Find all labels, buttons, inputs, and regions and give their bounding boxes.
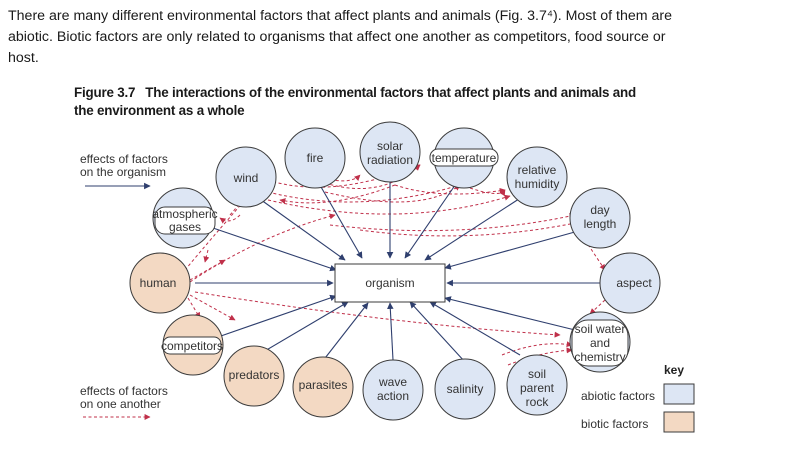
node-relative-humidity: relative humidity <box>506 146 568 208</box>
node-human-label: human <box>140 276 177 290</box>
node-day-label-2: length <box>584 217 617 231</box>
node-day-length: day length <box>569 187 631 249</box>
solid-arrow <box>444 229 583 270</box>
node-wind: wind <box>215 146 277 208</box>
solid-arrow <box>212 227 337 272</box>
node-parasites: parasites <box>292 356 354 418</box>
node-soil-parent-rock: soil parent rock <box>506 354 568 416</box>
node-soil-water-label-3: chemistry <box>574 350 625 364</box>
solid-arrows <box>85 177 600 363</box>
dashed-arrow <box>184 199 246 271</box>
node-competitors-label: competitors <box>161 339 223 353</box>
dashed-arrow <box>219 214 241 224</box>
node-soil-water-label-1: soil water <box>575 322 626 336</box>
dashed-arrow <box>279 184 396 204</box>
key-title: key <box>664 363 684 377</box>
node-human: human <box>129 252 191 314</box>
solid-arrow <box>256 196 346 261</box>
effects-on-organism-line-1: effects of factors <box>80 152 168 166</box>
dashed-arrow <box>203 249 210 263</box>
solid-arrow <box>387 302 394 361</box>
dashed-arrow <box>324 174 361 182</box>
node-atmos-label-2: gases <box>169 220 201 234</box>
node-predators: predators <box>223 345 285 407</box>
dashed-arrow <box>501 341 573 356</box>
node-parasites-label: parasites <box>299 378 348 392</box>
intro-line-3: host. <box>8 50 39 66</box>
node-fire: fire <box>284 127 346 189</box>
effects-on-one-another-legend: effects of factors on one another <box>80 384 168 411</box>
effects-on-organism-legend: effects of factors on the organism <box>80 152 168 179</box>
node-fire-label: fire <box>307 151 324 165</box>
dashed-arrow <box>189 213 336 283</box>
solid-arrow <box>444 296 576 331</box>
figure-title: Figure 3.7 The interactions of the enviro… <box>74 84 714 120</box>
figure-title-line-1: The interactions of the environmental fa… <box>145 85 636 100</box>
node-soil-water: soil water and chemistry <box>569 311 631 373</box>
node-day-label-1: day <box>590 203 609 217</box>
solid-arrow <box>316 179 363 259</box>
organism-label: organism <box>365 276 414 290</box>
key-biotic-swatch <box>663 411 695 433</box>
dashed-arrow <box>469 187 506 197</box>
key-abiotic-swatch <box>663 383 695 405</box>
dashed-arrow <box>394 184 506 195</box>
node-soil-rock-label-3: rock <box>526 395 550 409</box>
node-solar-label-2: radiation <box>367 153 413 167</box>
dashed-arrow <box>329 213 576 232</box>
solid-arrow <box>321 302 369 363</box>
node-temperature: temperature <box>429 127 499 189</box>
dashed-arrow <box>267 194 511 215</box>
node-salinity: salinity <box>434 358 496 420</box>
solid-arrow <box>217 294 337 338</box>
dashed-arrow <box>267 183 461 203</box>
node-wave-label-2: action <box>377 389 409 403</box>
node-soil-rock-label-2: parent <box>520 381 555 395</box>
node-predators-label: predators <box>229 368 280 382</box>
intro-line-1: There are many different environmental f… <box>8 8 673 24</box>
dashed-arrow <box>589 299 606 315</box>
node-atmospheric-gases: atmospheric gases <box>152 187 218 249</box>
node-wind-label: wind <box>233 171 259 185</box>
biotic-nodes: human competitors predators parasites <box>129 252 354 418</box>
node-temperature-label: temperature <box>432 151 497 165</box>
node-humidity-label-1: relative <box>518 163 557 177</box>
dashed-arrow <box>324 184 461 203</box>
effects-on-organism-line-2: on the organism <box>80 165 166 179</box>
dashed-arrow <box>359 220 581 237</box>
intro-paragraph: There are many different environmental f… <box>8 6 783 69</box>
solid-arrow <box>409 301 466 363</box>
figure-title-line-2: the environment as a whole <box>74 103 245 118</box>
solid-arrow <box>404 177 461 259</box>
node-soil-water-label-2: and <box>590 336 610 350</box>
node-humidity-label-2: humidity <box>515 177 560 191</box>
key-biotic-label: biotic factors <box>581 417 648 431</box>
node-solar-label-1: solar <box>377 139 403 153</box>
figure-number: Figure 3.7 <box>74 85 136 100</box>
dashed-arrow <box>187 297 201 319</box>
node-wave-action: wave action <box>362 359 424 421</box>
organism-node: organism <box>334 263 446 303</box>
key-abiotic-label: abiotic factors <box>581 389 655 403</box>
effects-on-one-another-line-1: effects of factors <box>80 384 168 398</box>
effects-on-one-another-line-2: on one another <box>80 397 161 411</box>
solid-arrow <box>424 194 526 261</box>
node-competitors: competitors <box>161 314 224 376</box>
key-legend: key abiotic factors biotic factors <box>581 363 695 433</box>
solid-arrow <box>252 301 349 359</box>
node-atmos-label-1: atmospheric <box>152 207 217 221</box>
node-salinity-label: salinity <box>447 382 484 396</box>
node-aspect-label: aspect <box>616 276 652 290</box>
node-wave-label-1: wave <box>378 375 407 389</box>
node-aspect: aspect <box>599 252 661 314</box>
node-soil-rock-label-1: soil <box>528 367 546 381</box>
node-solar-radiation: solar radiation <box>359 121 421 183</box>
solid-arrow <box>429 301 521 356</box>
abiotic-nodes: wind fire solar radiation temperature re… <box>152 121 661 421</box>
intro-line-2: abiotic. Biotic factors are only related… <box>8 29 666 45</box>
